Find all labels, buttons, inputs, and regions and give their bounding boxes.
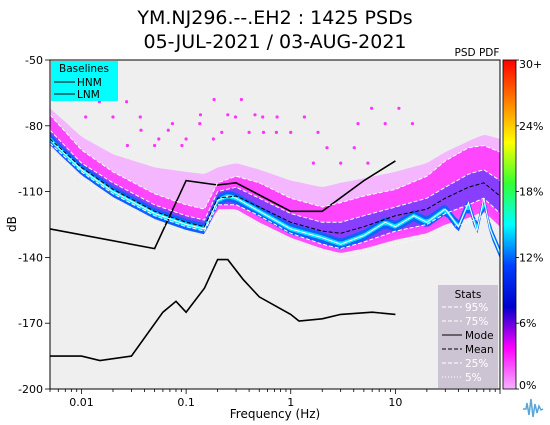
x-tick-label: 10 bbox=[388, 396, 402, 409]
series-line-25pct bbox=[50, 142, 500, 250]
density-scatter-point bbox=[125, 143, 129, 148]
series-lines bbox=[50, 114, 500, 362]
stat-95-label: 95% bbox=[465, 302, 488, 314]
density-scatter-point bbox=[247, 130, 251, 134]
density-scatter-point bbox=[233, 115, 238, 119]
density-scatter-point bbox=[153, 143, 157, 148]
density-scatter-point bbox=[211, 137, 215, 141]
colorbar-tick-label: 12% bbox=[519, 251, 543, 264]
colorbar-tick-label: 30+ bbox=[519, 58, 542, 71]
density-scatter-point bbox=[170, 122, 175, 126]
y-tick-label: -50 bbox=[25, 54, 43, 67]
y-tick-label: -140 bbox=[18, 251, 43, 264]
colorbar-tick-label: 6% bbox=[519, 317, 536, 330]
density-high bbox=[50, 133, 500, 259]
density-scatter-point bbox=[166, 128, 170, 132]
density-scatter-point bbox=[356, 122, 360, 126]
density-scatter-point bbox=[198, 113, 203, 117]
title-line2: 05-JUL-2021 / 03-AUG-2021 bbox=[144, 31, 407, 53]
stat-mean-label: Mean bbox=[465, 344, 494, 356]
density-scatter-point bbox=[383, 122, 387, 126]
title-line1: YM.NJ296.--.EH2 : 1425 PSDs bbox=[136, 7, 412, 29]
density-scatter-point bbox=[311, 161, 315, 165]
density-scatter-point bbox=[397, 106, 401, 110]
stats-legend-box bbox=[438, 285, 498, 388]
baselines-legend: Baselines HNM LNM bbox=[51, 61, 118, 101]
x-axis-label: Frequency (Hz) bbox=[230, 407, 321, 421]
series-line-75pct bbox=[50, 129, 500, 223]
series-line-95pct bbox=[50, 114, 500, 210]
colorbar-ticks: 30+ 24% 18% 12% 6% 0% bbox=[516, 58, 543, 392]
colorbar-tick-label: 0% bbox=[519, 379, 536, 392]
density-scatter-point bbox=[261, 115, 265, 119]
x-tick-label: 1 bbox=[287, 396, 294, 409]
density-scatter-point bbox=[289, 130, 293, 134]
series-line-hnm bbox=[50, 160, 396, 250]
stat-25-label: 25% bbox=[465, 358, 488, 370]
density-scatter-point bbox=[316, 130, 320, 134]
density-scatter-point bbox=[212, 97, 216, 102]
density-scatter-point bbox=[366, 161, 370, 165]
colorbar-tick-label: 24% bbox=[519, 120, 543, 133]
stats-legend-title: Stats bbox=[455, 289, 482, 301]
y-tick-label: -200 bbox=[18, 383, 43, 396]
density-scatter-point bbox=[261, 130, 266, 134]
density-scatter-point bbox=[180, 143, 184, 148]
density-scatter-point bbox=[198, 122, 202, 126]
hnm-legend-label: HNM bbox=[77, 77, 102, 89]
colorbar-title: PSD PDF bbox=[455, 47, 500, 59]
logo-icon bbox=[521, 395, 545, 419]
series-line-mode bbox=[50, 138, 500, 254]
x-tick-label: 0.01 bbox=[69, 396, 94, 409]
density-scatter-point bbox=[370, 106, 374, 110]
stat-mode-label: Mode bbox=[465, 330, 494, 342]
x-axis: 0.01 0.1 1 10 bbox=[49, 389, 501, 409]
density-scatter-point bbox=[352, 146, 356, 150]
stat-5-label: 5% bbox=[465, 372, 482, 384]
density-scatter-point bbox=[125, 100, 129, 104]
y-tick-label: -110 bbox=[18, 186, 43, 199]
density-scatter-point bbox=[410, 122, 415, 126]
density-scatter-point bbox=[302, 115, 306, 119]
y-tick-label: -80 bbox=[25, 120, 43, 133]
lnm-legend-label: LNM bbox=[77, 89, 100, 101]
density-scatter-point bbox=[184, 137, 188, 141]
y-axis: -50 -80 -110 -140 -170 -200 bbox=[18, 54, 50, 396]
density-scatter-point bbox=[274, 130, 278, 134]
series-line-mean bbox=[50, 138, 500, 234]
density-scatter-point bbox=[339, 161, 343, 165]
baselines-legend-title: Baselines bbox=[59, 63, 109, 75]
density-scatter-point bbox=[139, 128, 143, 132]
density-scatter-point bbox=[275, 115, 279, 119]
density-scatter-point bbox=[84, 115, 88, 119]
colorbar-tick-label: 18% bbox=[519, 186, 543, 199]
density-scatter-point bbox=[325, 146, 329, 150]
x-tick-label: 0.1 bbox=[177, 396, 195, 409]
density-scatter-point bbox=[111, 115, 115, 119]
density-scatter-point bbox=[253, 113, 257, 117]
density-scatter-point bbox=[157, 137, 161, 141]
density-scatter-point bbox=[220, 130, 224, 134]
stat-75-label: 75% bbox=[465, 316, 488, 328]
plot-frame bbox=[49, 59, 501, 390]
series-line-lnm bbox=[50, 258, 396, 362]
colorbar bbox=[502, 59, 517, 390]
density-scatter-point bbox=[226, 113, 230, 117]
density-scatter-point bbox=[239, 97, 243, 102]
stats-legend: Stats 95% 75% Mode Mean 25% 5% bbox=[438, 285, 498, 388]
y-tick-label: -170 bbox=[18, 317, 43, 330]
density-scatter-point bbox=[138, 115, 142, 119]
y-axis-label: dB bbox=[5, 216, 19, 232]
